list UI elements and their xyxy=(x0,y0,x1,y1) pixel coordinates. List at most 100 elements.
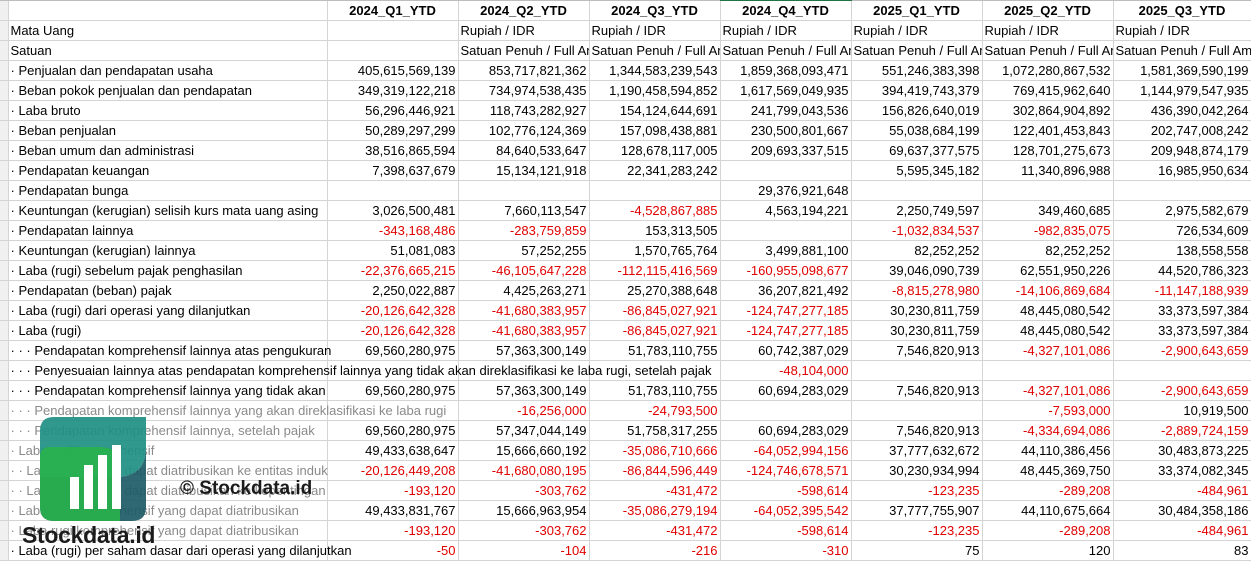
meta-value-cell[interactable]: Satuan Penuh / Full Amount xyxy=(458,40,590,61)
value-cell[interactable]: 62,551,950,226 xyxy=(982,260,1114,281)
value-cell[interactable]: -112,115,416,569 xyxy=(589,260,721,281)
value-cell[interactable]: 48,445,080,542 xyxy=(982,320,1114,341)
value-cell[interactable]: -4,327,101,086 xyxy=(982,380,1114,401)
value-cell[interactable]: 37,777,755,907 xyxy=(851,500,983,521)
row-label-cell[interactable]: · Penjualan dan pendapatan usaha xyxy=(8,60,328,81)
value-cell[interactable]: 153,313,505 xyxy=(589,220,721,241)
value-cell[interactable]: -598,614 xyxy=(720,480,852,501)
value-cell[interactable]: 48,445,369,750 xyxy=(982,460,1114,481)
value-cell[interactable] xyxy=(458,360,590,381)
row-label-cell[interactable]: · · Laba (rugi) yang dapat diatribusikan… xyxy=(8,480,328,501)
row-header[interactable] xyxy=(0,180,9,201)
value-cell[interactable]: -289,208 xyxy=(982,520,1114,541)
meta-value-cell[interactable]: Rupiah / IDR xyxy=(720,20,852,41)
value-cell[interactable]: -20,126,449,208 xyxy=(327,460,459,481)
value-cell[interactable]: 56,296,446,921 xyxy=(327,100,459,121)
value-cell[interactable]: 69,560,280,975 xyxy=(327,420,459,441)
value-cell[interactable]: 33,373,597,384 xyxy=(1113,320,1251,341)
value-cell[interactable] xyxy=(458,180,590,201)
row-header[interactable] xyxy=(0,200,9,221)
value-cell[interactable]: -48,104,000 xyxy=(720,360,852,381)
value-cell[interactable]: 60,694,283,029 xyxy=(720,420,852,441)
meta-value-cell[interactable]: Satuan Penuh / Full Amount xyxy=(589,40,721,61)
value-cell[interactable]: -193,120 xyxy=(327,520,459,541)
row-label-cell[interactable]: · Laba (rugi) per saham dasar dari opera… xyxy=(8,540,352,561)
header-label-cell[interactable] xyxy=(8,0,328,21)
value-cell[interactable]: -2,900,643,659 xyxy=(1113,380,1251,401)
value-cell[interactable]: -35,086,710,666 xyxy=(589,440,721,461)
value-cell[interactable]: 51,783,110,755 xyxy=(589,340,721,361)
value-cell[interactable]: -160,955,098,677 xyxy=(720,260,852,281)
row-header[interactable] xyxy=(0,220,9,241)
value-cell[interactable] xyxy=(589,360,721,381)
value-cell[interactable]: -124,746,678,571 xyxy=(720,460,852,481)
row-header[interactable] xyxy=(0,20,9,41)
value-cell[interactable]: -303,762 xyxy=(458,520,590,541)
row-label-cell[interactable]: · Keuntungan (kerugian) lainnya xyxy=(8,240,328,261)
row-header[interactable] xyxy=(0,480,9,501)
value-cell[interactable]: 15,666,963,954 xyxy=(458,500,590,521)
value-cell[interactable]: 69,560,280,975 xyxy=(327,340,459,361)
meta-value-cell[interactable]: Rupiah / IDR xyxy=(1113,20,1251,41)
meta-value-cell[interactable]: Satuan Penuh / Full Amount xyxy=(851,40,983,61)
value-cell[interactable]: -982,835,075 xyxy=(982,220,1114,241)
value-cell[interactable]: -310 xyxy=(720,540,852,561)
value-cell[interactable]: 405,615,569,139 xyxy=(327,60,459,81)
row-header[interactable] xyxy=(0,0,9,21)
value-cell[interactable]: 33,373,597,384 xyxy=(1113,300,1251,321)
period-header-cell[interactable]: 2024_Q3_YTD xyxy=(589,0,721,21)
value-cell[interactable]: 82,252,252 xyxy=(851,240,983,261)
row-label-cell[interactable]: · Laba rugi komprehensif yang dapat diat… xyxy=(8,520,328,541)
row-label-cell[interactable]: · · · Pendapatan komprehensif lainnya ya… xyxy=(8,400,446,421)
value-cell[interactable]: 7,546,820,913 xyxy=(851,340,983,361)
row-header[interactable] xyxy=(0,40,9,61)
value-cell[interactable]: 29,376,921,648 xyxy=(720,180,852,201)
row-header[interactable] xyxy=(0,340,9,361)
row-header[interactable] xyxy=(0,380,9,401)
row-label-cell[interactable]: · Pendapatan lainnya xyxy=(8,220,328,241)
value-cell[interactable]: 30,230,934,994 xyxy=(851,460,983,481)
value-cell[interactable]: 57,347,044,149 xyxy=(458,420,590,441)
value-cell[interactable]: 7,660,113,547 xyxy=(458,200,590,221)
meta-value-cell[interactable]: Satuan Penuh / Full Amount xyxy=(1113,40,1251,61)
row-header[interactable] xyxy=(0,260,9,281)
value-cell[interactable]: 7,546,820,913 xyxy=(851,420,983,441)
value-cell[interactable]: 15,666,660,192 xyxy=(458,440,590,461)
meta-value-cell[interactable]: Rupiah / IDR xyxy=(982,20,1114,41)
row-label-cell[interactable]: · · · Pendapatan komprehensif lainnya at… xyxy=(8,340,331,361)
row-header[interactable] xyxy=(0,420,9,441)
value-cell[interactable] xyxy=(589,180,721,201)
value-cell[interactable]: 3,499,881,100 xyxy=(720,240,852,261)
row-header[interactable] xyxy=(0,160,9,181)
row-label-cell[interactable]: · Pendapatan bunga xyxy=(8,180,328,201)
meta-value-cell[interactable]: Rupiah / IDR xyxy=(851,20,983,41)
value-cell[interactable]: 69,560,280,975 xyxy=(327,380,459,401)
value-cell[interactable]: -41,680,080,195 xyxy=(458,460,590,481)
row-header[interactable] xyxy=(0,360,9,381)
value-cell[interactable]: -50 xyxy=(327,540,459,561)
value-cell[interactable]: -343,168,486 xyxy=(327,220,459,241)
value-cell[interactable] xyxy=(327,400,459,421)
value-cell[interactable]: 33,374,082,345 xyxy=(1113,460,1251,481)
value-cell[interactable]: -86,845,027,921 xyxy=(589,300,721,321)
value-cell[interactable] xyxy=(720,400,852,421)
value-cell[interactable]: -484,961 xyxy=(1113,480,1251,501)
value-cell[interactable]: 1,072,280,867,532 xyxy=(982,60,1114,81)
row-header[interactable] xyxy=(0,520,9,541)
value-cell[interactable]: -35,086,279,194 xyxy=(589,500,721,521)
meta-value-cell[interactable] xyxy=(327,20,459,41)
row-header[interactable] xyxy=(0,240,9,261)
value-cell[interactable]: 3,026,500,481 xyxy=(327,200,459,221)
value-cell[interactable]: 4,563,194,221 xyxy=(720,200,852,221)
value-cell[interactable]: -104 xyxy=(458,540,590,561)
value-cell[interactable]: 50,289,297,299 xyxy=(327,120,459,141)
row-label-cell[interactable]: · Beban umum dan administrasi xyxy=(8,140,328,161)
value-cell[interactable]: 60,694,283,029 xyxy=(720,380,852,401)
value-cell[interactable]: -64,052,395,542 xyxy=(720,500,852,521)
value-cell[interactable]: -11,147,188,939 xyxy=(1113,280,1251,301)
value-cell[interactable]: -124,747,277,185 xyxy=(720,320,852,341)
row-label-cell[interactable]: · · · Pendapatan komprehensif lainnya, s… xyxy=(8,420,328,441)
meta-value-cell[interactable]: Satuan Penuh / Full Amount xyxy=(720,40,852,61)
value-cell[interactable] xyxy=(1113,360,1251,381)
value-cell[interactable]: -86,844,596,449 xyxy=(589,460,721,481)
